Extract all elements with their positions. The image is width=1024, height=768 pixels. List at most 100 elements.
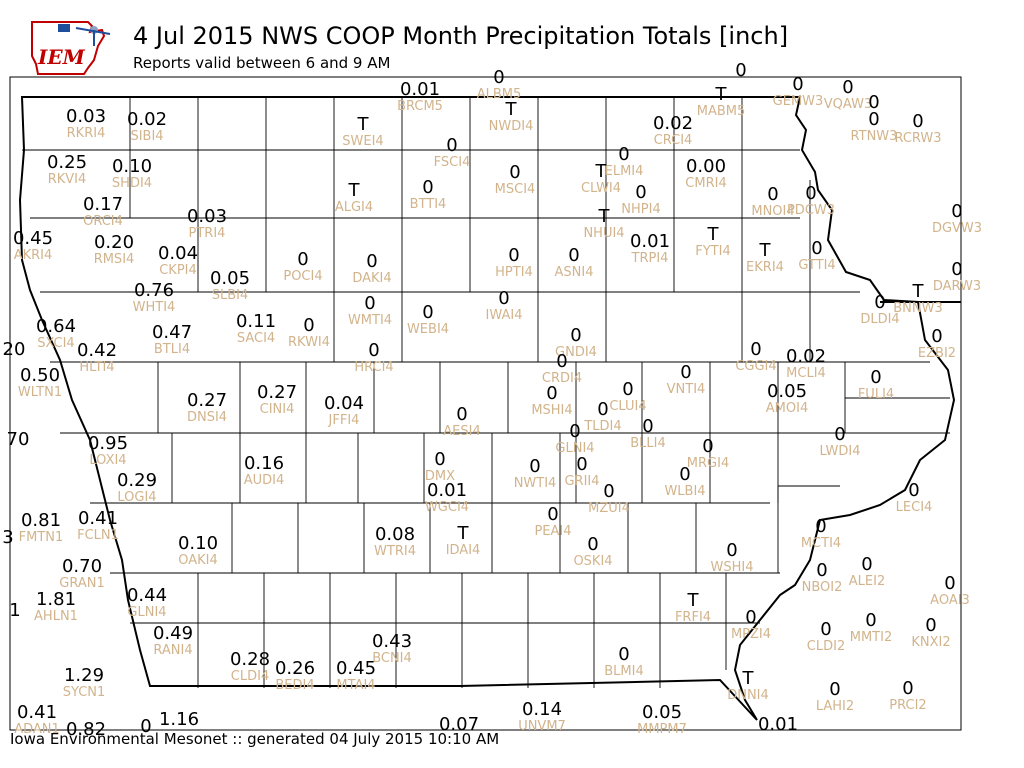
station-id: ASNI4 xyxy=(555,265,594,280)
station-id: SWEI4 xyxy=(342,134,383,149)
station-value: T xyxy=(742,668,755,689)
station-value: 0.81 xyxy=(21,510,61,531)
station-value: 0.01 xyxy=(427,480,467,501)
station-id: RMSI4 xyxy=(94,252,135,267)
station-id: BCNI4 xyxy=(372,651,412,666)
station-id: ORCI4 xyxy=(83,214,123,229)
station-value: 0 xyxy=(908,480,919,501)
station-id: WGCI4 xyxy=(425,500,469,515)
station-id: AESI4 xyxy=(443,424,480,439)
station-value: 1.29 xyxy=(64,665,104,686)
station-plot: 1.16 xyxy=(159,709,199,730)
station-value: 0.95 xyxy=(88,433,128,454)
station-value: 0 xyxy=(368,340,379,361)
station-value: 0.05 xyxy=(767,381,807,402)
station-id: MMPM7 xyxy=(637,722,687,737)
station-id: AOAI3 xyxy=(930,593,970,608)
station-value: T xyxy=(457,523,470,544)
station-value: 0 xyxy=(603,481,614,502)
station-id: RCRW3 xyxy=(894,131,941,146)
station-value: 0.01 xyxy=(400,79,440,100)
station-id: AHLN1 xyxy=(34,609,78,624)
station-id: LOXI4 xyxy=(89,453,126,468)
station-value: 0.05 xyxy=(210,268,250,289)
station-value: 0.02 xyxy=(786,346,826,367)
station-value: 0.07 xyxy=(439,714,479,735)
station-id: GNDI4 xyxy=(555,345,597,360)
station-id: CINI4 xyxy=(260,402,295,417)
station-value: 0 xyxy=(364,293,375,314)
station-value: 0 xyxy=(865,610,876,631)
station-plot: 0.82 xyxy=(66,719,106,740)
station-id: CRDI4 xyxy=(542,371,582,386)
station-value: 0 xyxy=(297,249,308,270)
station-id: LAHI2 xyxy=(816,699,854,714)
station-plot: 0 xyxy=(735,60,746,81)
station-id: MTAI4 xyxy=(336,678,375,693)
station-value: 0.10 xyxy=(178,533,218,554)
station-id: HPTI4 xyxy=(495,265,533,280)
iem-logo: IEM xyxy=(31,21,111,75)
station-id: WEBI4 xyxy=(407,322,449,337)
station-id: FRFI4 xyxy=(675,610,711,625)
station-value: 0 xyxy=(446,135,457,156)
station-id: FSCI4 xyxy=(434,155,471,170)
station-value: 0 xyxy=(750,339,761,360)
station-value: T xyxy=(357,114,370,135)
station-id: FYTI4 xyxy=(695,244,730,259)
station-id: GEMW3 xyxy=(773,94,824,109)
state-border xyxy=(18,96,956,721)
station-value: 0 xyxy=(618,144,629,165)
station-value: 0 xyxy=(597,399,608,420)
station-id: PTRI4 xyxy=(189,226,226,241)
station-value: 0 xyxy=(587,534,598,555)
station-value: 0.44 xyxy=(127,585,167,606)
station-value: 0 xyxy=(767,184,778,205)
station-value: 0.27 xyxy=(257,382,297,403)
station-id: CLWI4 xyxy=(581,181,621,196)
station-value: 0 xyxy=(816,560,827,581)
station-id: MSHI4 xyxy=(531,403,572,418)
station-plot: 0.07 xyxy=(439,714,479,735)
station-id: GTTI4 xyxy=(798,258,835,273)
station-value: 0.70 xyxy=(62,556,102,577)
station-value: 0 xyxy=(366,251,377,272)
station-id: BRCM5 xyxy=(397,99,443,114)
station-value: 0 xyxy=(642,416,653,437)
station-id: ADAN1 xyxy=(14,722,60,737)
station-id: WSHI4 xyxy=(711,560,754,575)
